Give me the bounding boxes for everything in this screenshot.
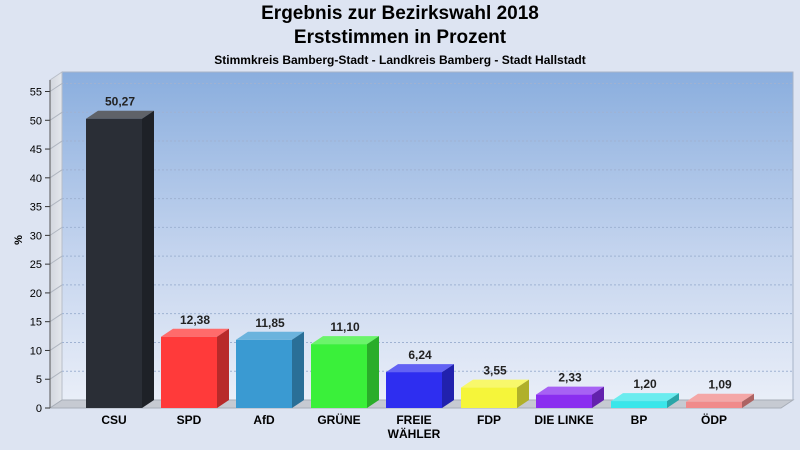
y-tick-label: 0 <box>36 403 42 415</box>
data-label: 12,38 <box>180 313 210 327</box>
gridline-wall <box>49 370 63 380</box>
bar-top <box>386 364 454 373</box>
bar <box>86 118 142 408</box>
bar-side <box>442 364 454 408</box>
x-tick-label: AfD <box>253 413 275 427</box>
x-tick-label: FDP <box>477 413 501 427</box>
data-label: 2,33 <box>558 371 582 385</box>
gridline-wall <box>49 83 63 92</box>
gridline-wall <box>49 342 63 351</box>
bar <box>686 401 742 408</box>
chart-title: Ergebnis zur Bezirkswahl 2018 <box>261 3 539 24</box>
x-tick-label: BP <box>631 413 648 427</box>
bar-top <box>161 328 229 337</box>
bar-side <box>592 386 604 408</box>
y-tick-label: 20 <box>30 288 42 300</box>
data-label: 50,27 <box>105 95 135 109</box>
data-label: 1,20 <box>633 377 657 391</box>
bar-top <box>86 110 154 119</box>
y-tick-label: 25 <box>30 259 42 271</box>
y-tick-label: 45 <box>30 144 42 156</box>
y-tick-label: 5 <box>36 374 42 386</box>
bar-top <box>686 393 754 402</box>
y-tick-label: 10 <box>30 345 42 357</box>
bar-top <box>311 336 379 345</box>
y-tick-label: 35 <box>30 202 42 214</box>
bar-side <box>667 393 679 408</box>
y-tick-label: 55 <box>30 87 42 99</box>
x-tick-label: GRÜNE <box>317 412 360 427</box>
bar <box>236 339 292 408</box>
bar <box>536 394 592 408</box>
gridline-wall <box>49 169 63 179</box>
bar <box>386 372 442 408</box>
bar <box>461 387 517 408</box>
plot-left-wall <box>49 71 63 409</box>
bar-side <box>517 379 529 408</box>
bar-side <box>742 393 754 408</box>
gridline-wall <box>49 313 63 323</box>
bar-top <box>461 379 529 388</box>
data-label: 1,09 <box>708 378 732 392</box>
x-tick-label: FREIE <box>396 413 431 427</box>
bar <box>611 401 667 408</box>
bar-top <box>536 386 604 395</box>
x-tick-label: SPD <box>177 413 202 427</box>
bar-side <box>367 336 379 408</box>
y-tick-label: 50 <box>30 115 42 127</box>
y-tick-label: 40 <box>30 173 42 185</box>
y-axis-label: % <box>13 235 25 245</box>
bar <box>311 344 367 408</box>
bar-top <box>236 331 304 340</box>
data-label: 6,24 <box>408 348 432 362</box>
x-tick-label: ÖDP <box>701 412 727 427</box>
bar <box>161 336 217 408</box>
gridline-wall <box>49 111 63 121</box>
x-tick-label: CSU <box>101 413 126 427</box>
x-tick-label: DIE LINKE <box>534 413 593 427</box>
bar-side <box>217 328 229 408</box>
data-label: 11,10 <box>330 320 360 334</box>
y-tick-label: 30 <box>30 230 42 242</box>
bar-top <box>611 393 679 402</box>
bar-side <box>292 331 304 408</box>
bar-side <box>142 110 154 408</box>
chart-subtitle: Erststimmen in Prozent <box>293 27 507 48</box>
data-label: 11,85 <box>255 316 285 330</box>
gridline-wall <box>49 284 63 294</box>
x-tick-label: WÄHLER <box>388 426 441 441</box>
data-label: 3,55 <box>483 364 507 378</box>
y-tick-label: 15 <box>30 317 42 329</box>
chart-subtitle-region: Stimmkreis Bamberg-Stadt - Landkreis Bam… <box>214 53 586 67</box>
gridline-wall <box>49 226 63 236</box>
gridline-wall <box>49 255 63 265</box>
gridline-wall <box>49 198 63 208</box>
gridline-wall <box>49 140 63 150</box>
